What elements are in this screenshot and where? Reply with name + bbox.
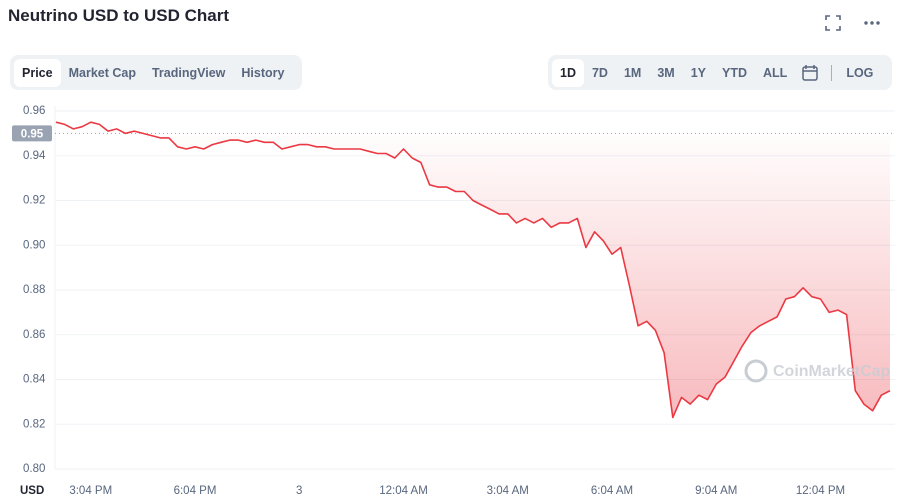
y-tick-label: 0.90 <box>23 239 45 251</box>
y-tick-label: 0.88 <box>23 284 45 296</box>
y-tick-label: 0.80 <box>23 463 45 475</box>
button[interactable]: 1Y <box>690 65 707 80</box>
button[interactable]: 1D <box>552 58 584 87</box>
button[interactable]: TradingView <box>151 65 226 80</box>
y-tick-label: 0.92 <box>23 195 45 207</box>
watermark: CoinMarketCap <box>773 363 891 380</box>
currency-label: USD <box>20 485 44 497</box>
range-group: 1D 7D 1M 3M 1Y YTD ALL LOG <box>548 55 892 90</box>
x-tick-label: 6:04 AM <box>591 485 633 497</box>
x-tick-label: 12:04 AM <box>379 485 428 497</box>
button[interactable]: Market Cap <box>68 65 136 80</box>
button[interactable]: History <box>241 65 285 80</box>
y-tick-label: 0.96 <box>23 105 45 117</box>
x-tick-label: 9:04 AM <box>695 485 737 497</box>
chart-title: Neutrino USD to USD Chart <box>8 6 229 25</box>
price-tag <box>12 125 52 142</box>
price-line <box>55 121 891 419</box>
y-tick-label: 0.84 <box>23 374 46 386</box>
tab-group: Price Market Cap TradingView History <box>10 55 302 90</box>
x-tick-label: 3:04 PM <box>69 485 112 497</box>
calendar-icon[interactable] <box>795 63 825 83</box>
button[interactable]: ALL <box>763 65 788 80</box>
x-tick-label: 3 <box>296 485 302 497</box>
y-tick-label: 0.86 <box>23 329 45 341</box>
button[interactable]: LOG <box>846 65 874 80</box>
toolbar-icons[interactable] <box>822 12 892 34</box>
y-tick-label: 0.94 <box>23 150 46 162</box>
button[interactable]: YTD <box>722 65 748 80</box>
button[interactable]: 7D <box>591 65 608 80</box>
area <box>56 122 890 418</box>
price-tag-label: 0.95 <box>21 128 44 140</box>
separator <box>831 64 833 81</box>
watermark-logo <box>744 359 768 383</box>
x-tick-label: 3:04 AM <box>487 485 529 497</box>
button[interactable]: 1M <box>623 65 642 80</box>
button[interactable]: Price <box>14 58 61 87</box>
x-tick-label: 6:04 PM <box>174 485 217 497</box>
y-tick-label: 0.82 <box>23 418 45 430</box>
button[interactable]: 3M <box>657 65 675 80</box>
x-tick-label: 12:04 PM <box>796 485 845 497</box>
